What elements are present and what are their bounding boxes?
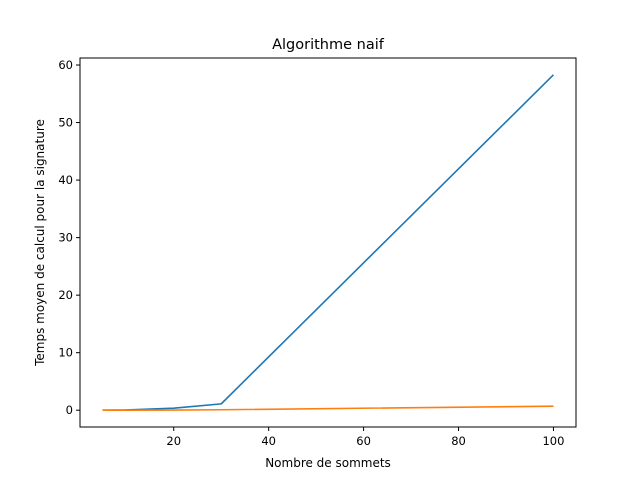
y-tick-label: 50 bbox=[58, 116, 73, 130]
y-tick-label: 40 bbox=[58, 173, 73, 187]
series-layer bbox=[102, 74, 555, 412]
y-tick-label: 20 bbox=[58, 288, 73, 302]
x-tick-label: 20 bbox=[166, 434, 181, 448]
y-axis-ticks: 0 10 20 30 40 50 60 bbox=[58, 58, 80, 417]
chart-title: Algorithme naif bbox=[272, 37, 385, 53]
y-tick-label: 10 bbox=[58, 346, 73, 360]
series-line-2 bbox=[102, 405, 554, 412]
x-tick-label: 60 bbox=[356, 434, 371, 448]
y-axis-label: Temps moyen de calcul pour la signature bbox=[33, 119, 47, 367]
y-tick-label: 60 bbox=[58, 58, 73, 72]
x-axis-label: Nombre de sommets bbox=[265, 456, 391, 470]
x-tick-label: 100 bbox=[542, 434, 564, 448]
x-tick-label: 80 bbox=[451, 434, 466, 448]
y-tick-label: 30 bbox=[58, 231, 73, 245]
y-tick-label: 0 bbox=[66, 403, 73, 417]
plot-area-frame bbox=[79, 57, 577, 428]
x-tick-label: 40 bbox=[261, 434, 276, 448]
x-axis-ticks: 20 40 60 80 100 bbox=[166, 427, 564, 448]
